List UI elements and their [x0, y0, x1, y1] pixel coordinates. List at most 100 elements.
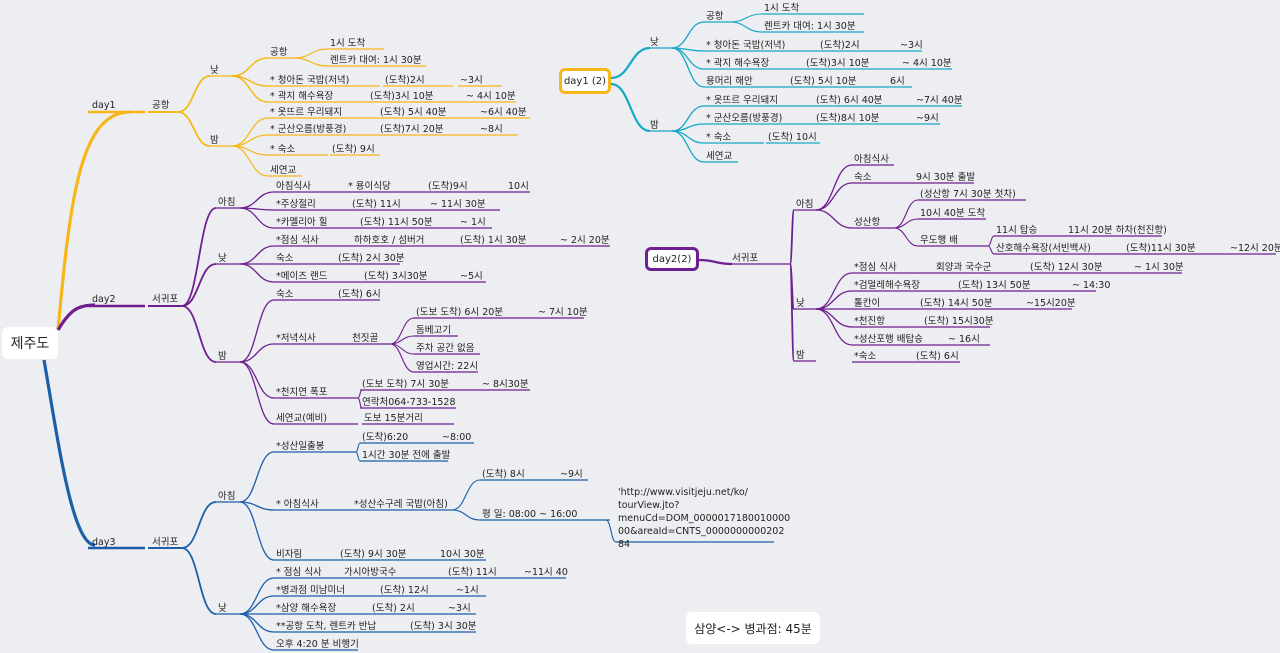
seogwipo2-label[interactable]: 서귀포 [152, 294, 178, 305]
day1-gonghang-sub[interactable]: 공항 [270, 47, 288, 58]
node-label[interactable]: 돔베고기 [416, 325, 451, 336]
node-label[interactable]: 가시아방국수 [344, 567, 397, 578]
url-line-4[interactable]: 00&areaId=CNTS_0000000000202 [618, 526, 784, 537]
node-label[interactable]: (도착) 12시 30분 [1030, 262, 1103, 273]
node-label[interactable]: (도착) 11시 50분 [360, 217, 433, 228]
node-label[interactable]: 밤 [796, 350, 805, 361]
node-label[interactable]: *성산일출봉 [276, 441, 325, 452]
gonghang-label[interactable]: 공항 [152, 100, 170, 111]
node-label[interactable]: (도착) 2시 [372, 603, 415, 614]
node-label[interactable]: ~5시 [460, 271, 483, 282]
node-label[interactable]: *점심 식사 [854, 261, 897, 273]
node-label[interactable]: (도착) 14시 50분 [920, 298, 993, 309]
node-label[interactable]: 9시 30분 출발 [916, 172, 975, 183]
node-label[interactable]: *메이즈 랜드 [276, 271, 328, 282]
node-label[interactable]: 10시 30분 [440, 549, 485, 560]
node-label[interactable]: (도착) 6시 [916, 351, 959, 362]
node-label[interactable]: 숙소 [276, 253, 294, 264]
node-label[interactable]: *저녁식사 [276, 333, 316, 344]
node-label[interactable]: ~ 11시 30분 [430, 199, 486, 210]
node-label[interactable]: (도착) 3시 30분 [410, 621, 477, 632]
node-label[interactable]: (도착)6:20 [362, 432, 408, 443]
node-label[interactable]: ~ 1시 30분 [1134, 262, 1184, 273]
node-label[interactable]: *삼양 해수욕장 [276, 602, 336, 614]
node-label[interactable]: * 아침식사 [276, 499, 319, 510]
node-label[interactable]: * 군산오름(방풍경) [706, 112, 782, 124]
node-label[interactable]: 밤 [650, 120, 659, 131]
node-label[interactable]: ~3시 [900, 40, 923, 51]
node-label[interactable]: *숙소 [854, 351, 876, 362]
node-label[interactable]: * 옷뜨르 우리돼지 [270, 107, 342, 118]
node-label[interactable]: (도착)3시 10분 [806, 58, 870, 69]
day1-nat[interactable]: 낮 [210, 65, 219, 76]
node-label[interactable]: 렌트카 대여: 1시 30분 [764, 20, 856, 32]
node-label[interactable]: (도착) 12시 [380, 585, 429, 596]
node-label[interactable]: 낮 [650, 37, 659, 48]
node-label[interactable]: ~7시 40분 [916, 95, 963, 106]
node-label[interactable]: (도착) 9시 30분 [340, 549, 407, 560]
node-label[interactable]: 주차 공간 없음 [416, 342, 475, 354]
node-label[interactable]: (도착)9시 [428, 181, 468, 192]
node-label[interactable]: ~8:00 [442, 432, 471, 443]
node-label[interactable]: ~6시 40분 [480, 107, 527, 118]
node-label[interactable]: **공항 도착, 렌트카 반납 [276, 621, 376, 632]
node-label[interactable]: 1시간 30분 전에 출발 [362, 450, 451, 461]
node-label[interactable]: (도보 도착) 7시 30분 [362, 379, 449, 390]
node-label[interactable]: 하하호호 / 섬버거 [354, 234, 424, 246]
node-label[interactable]: ~ 8시30분 [482, 379, 529, 390]
node-label[interactable]: *천진항 [854, 316, 885, 327]
node-label[interactable]: * 곽지 해수욕장 [270, 90, 333, 102]
node-label[interactable]: (도착)8시 10분 [816, 113, 880, 124]
node-label[interactable]: * 숙소 [706, 132, 732, 143]
node-label[interactable]: 1시 도착 [764, 3, 800, 14]
node-label[interactable]: ~1시 [456, 585, 479, 596]
node-label[interactable]: (도착) 10시 [768, 132, 817, 143]
node-label[interactable]: *천지연 폭포 [276, 387, 328, 398]
node-label[interactable]: 공항 [706, 11, 724, 22]
day1-label[interactable]: day1 [92, 100, 116, 111]
node-label[interactable]: 영업시간: 22시 [416, 360, 478, 372]
day1-t1[interactable]: 1시 도착 [330, 38, 366, 49]
node-label[interactable]: ~15시20분 [1026, 298, 1076, 309]
node-label[interactable]: 용머리 해안 [706, 75, 753, 87]
node-label[interactable]: ~ 16시 [948, 334, 980, 345]
node-label[interactable]: *성산수구레 국밥(아침) [354, 499, 448, 510]
node-label[interactable]: 밤 [218, 351, 227, 362]
node-label[interactable]: (도착) 3시30분 [364, 271, 428, 282]
node-label[interactable]: 우도행 배 [920, 234, 958, 246]
node-label[interactable]: 서귀포 [732, 253, 758, 264]
node-label[interactable]: ~12시 20분 [1230, 243, 1280, 254]
node-label[interactable]: *점심 식사 [276, 234, 319, 246]
day1-bam[interactable]: 밤 [210, 135, 219, 146]
node-label[interactable]: (도착) 5시 40분 [380, 107, 447, 118]
node-label[interactable]: (도착) 11시 [448, 567, 497, 578]
node-label[interactable]: *검멀레해수욕장 [854, 279, 920, 291]
node-label[interactable]: (도착) 9시 [332, 144, 375, 155]
node-label[interactable]: ~8시 [480, 124, 503, 135]
node-label[interactable]: 아침 [218, 197, 235, 208]
node-label[interactable]: 평 일: 08:00 ~ 16:00 [482, 509, 577, 520]
node-label[interactable]: 성산항 [854, 217, 880, 228]
url-line-2[interactable]: tourView.jto? [618, 500, 679, 511]
day2-label[interactable]: day2 [92, 294, 116, 305]
node-label[interactable]: 산호해수욕장(서빈백사) [996, 242, 1091, 254]
node-label[interactable]: 연락처064-733-1528 [362, 396, 456, 408]
url-line-5[interactable]: 84 [618, 539, 630, 550]
node-label[interactable]: (도착) 11시 [352, 199, 401, 210]
node-label[interactable]: 낮 [218, 253, 227, 264]
node-label[interactable]: 10시 40분 도착 [920, 208, 985, 219]
url-line-1[interactable]: 'http://www.visitjeju.net/ko/ [618, 487, 749, 498]
node-label[interactable]: 아침식사 [276, 181, 311, 192]
node-label[interactable]: * 청아돈 국밥(저녁) [706, 40, 785, 51]
node-label[interactable]: ~ 4시 10분 [466, 91, 516, 102]
node-label[interactable]: (도착)7시 20분 [380, 124, 444, 135]
day3-label[interactable]: day3 [92, 537, 116, 548]
node-label[interactable]: ~ 4시 10분 [902, 58, 952, 69]
node-label[interactable]: (도착) 15시30분 [924, 316, 994, 327]
node-label[interactable]: *성산포행 배탑승 [854, 333, 923, 345]
url-line-3[interactable]: menuCd=DOM_0000017180010000 [618, 513, 790, 524]
node-label[interactable]: 10시 [508, 181, 529, 192]
node-label[interactable]: * 옷뜨르 우리돼지 [706, 95, 778, 106]
node-label[interactable]: 회양과 국수군 [936, 262, 992, 273]
node-label[interactable]: *카멜리아 힐 [276, 216, 327, 228]
